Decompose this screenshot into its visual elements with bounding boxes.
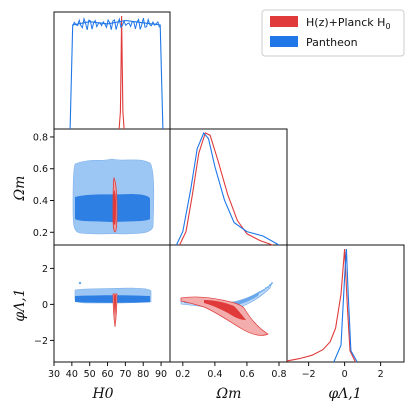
- xtick-label: −2: [302, 369, 316, 380]
- panel-Om-marginal: [169, 128, 288, 246]
- ytick-label: 0.8: [33, 132, 48, 143]
- legend-label-hz-main: H(z)+Planck H: [306, 16, 385, 29]
- xtick-label: 40: [66, 369, 78, 380]
- hz-contour-68-Om-H0: [113, 190, 116, 225]
- hz-contour-95-phi-Om: [180, 296, 269, 336]
- marginal-curve-hz-phi_Lambda_1: [286, 248, 356, 363]
- xtick-label: 30: [48, 369, 60, 380]
- pantheon-contour-68-phi-H0: [75, 295, 150, 303]
- ylabel-phi: φΛ,1: [12, 288, 28, 321]
- pantheon-outlier-point: [78, 281, 82, 285]
- legend-label-hz: H(z)+Planck H0: [306, 16, 391, 31]
- xtick-label: 0.2: [175, 369, 190, 380]
- contours-phi-vs-Om: [180, 282, 273, 336]
- scatter-dot: [261, 290, 263, 292]
- xtick-label: 2: [378, 369, 384, 380]
- marginal-curve-hz-H_0: [118, 15, 125, 130]
- scatter-dot: [271, 282, 273, 284]
- marginal-phi: [286, 248, 358, 363]
- marginal-curve-pantheon-H0-plateau: [72, 16, 160, 31]
- ylabel-Om: Ωm: [12, 176, 28, 202]
- ytick-label: 0: [42, 300, 48, 311]
- hz-contour-68-phi-Om: [204, 300, 246, 320]
- legend-label-hz-sub: 0: [385, 22, 390, 31]
- xtick-label: 0.6: [239, 369, 254, 380]
- ytick-label: 0.4: [33, 196, 48, 207]
- xlabel-Om: Ωm: [216, 386, 242, 402]
- xlabel-phi: φΛ,1: [328, 386, 361, 402]
- contours-Om-vs-H0: [72, 158, 155, 235]
- marginal-H0: [69, 15, 164, 130]
- ytick-label: −2: [34, 336, 48, 347]
- pantheon-contour-68-Om-H0: [75, 194, 150, 222]
- marginal-curve-pantheon-phi_Lambda_1: [333, 248, 358, 363]
- xtick-label: 60: [101, 369, 113, 380]
- xtick-label: 50: [84, 369, 96, 380]
- scatter-dot: [265, 287, 267, 289]
- panel-phi-marginal: [286, 244, 405, 363]
- ytick-label: 0.6: [33, 164, 48, 175]
- marginal-Om: [175, 131, 280, 246]
- scatter-dot: [263, 289, 265, 291]
- marginal-curve-pantheon-H_0: [69, 19, 164, 130]
- xtick-label: 90: [155, 369, 167, 380]
- ytick-label: 2: [42, 264, 48, 275]
- xtick-label: 0.4: [207, 369, 222, 380]
- xlabel-H0: H0: [91, 386, 113, 402]
- marginal-curve-pantheon-Omega_m: [175, 131, 280, 246]
- xtick-label: 80: [137, 369, 149, 380]
- xtick-label: 70: [119, 369, 131, 380]
- panel-phi-vs-H0: [53, 244, 171, 363]
- xtick-label: 0.8: [271, 369, 286, 380]
- ytick-label: 0.2: [33, 228, 48, 239]
- xtick-label: 0: [342, 369, 348, 380]
- marginal-curve-hz-Omega_m: [179, 132, 273, 246]
- hz-contour-68-phi-H0: [114, 295, 116, 316]
- pantheon-scatter-tail: [259, 282, 273, 293]
- legend-swatch-pantheon: [270, 36, 298, 47]
- contours-phi-vs-H0: [74, 281, 152, 328]
- scatter-dot: [259, 291, 261, 293]
- scatter-dot: [267, 286, 269, 288]
- axis-ticks: 30 40 50 60 70 80 90 0.2 0.4 0.6 0.8 −2 0 2 0.2 0.4 0.6 0…: [33, 132, 384, 380]
- scatter-dot: [269, 284, 271, 286]
- legend-swatch-hz: [270, 16, 298, 27]
- legend: H(z)+Planck H0 Pantheon: [261, 9, 405, 57]
- legend-label-pantheon: Pantheon: [306, 36, 358, 49]
